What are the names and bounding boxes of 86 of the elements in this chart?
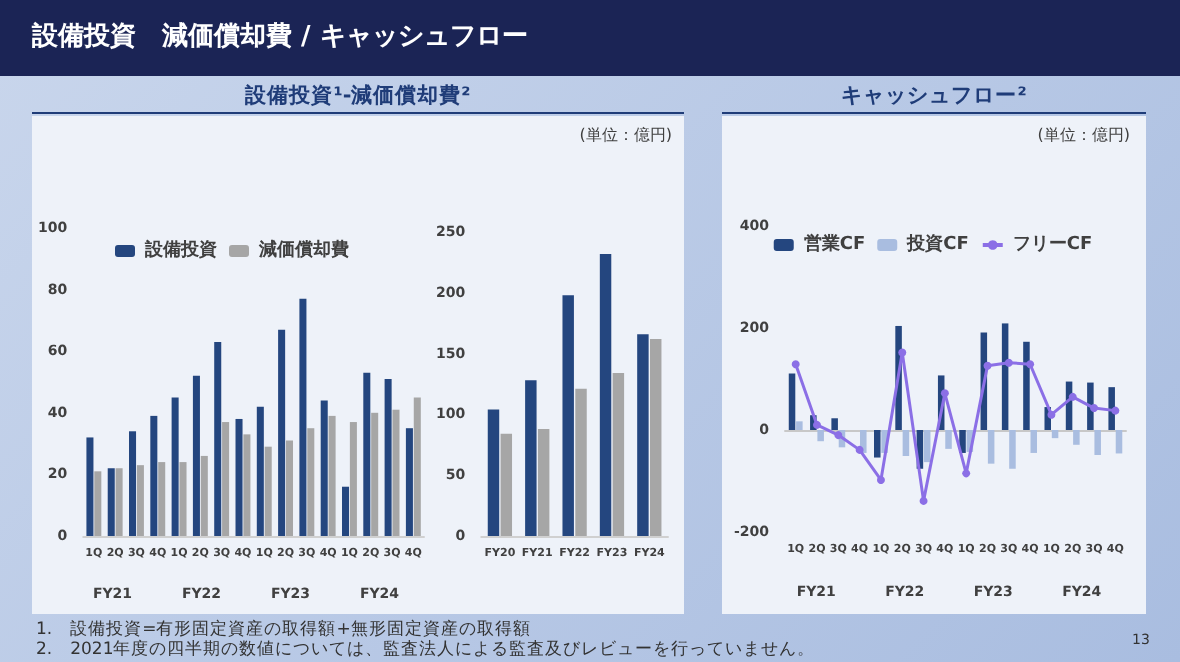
bar bbox=[831, 418, 838, 430]
point bbox=[855, 445, 864, 454]
bar bbox=[1051, 430, 1059, 439]
bar bbox=[192, 375, 200, 536]
bar bbox=[278, 329, 286, 536]
point bbox=[983, 361, 992, 370]
point bbox=[898, 348, 907, 357]
point bbox=[1068, 392, 1077, 401]
bar bbox=[1115, 430, 1123, 454]
bar bbox=[945, 430, 952, 449]
bar bbox=[874, 430, 881, 458]
point bbox=[813, 420, 821, 429]
bar bbox=[158, 462, 166, 536]
bar bbox=[171, 397, 179, 536]
point bbox=[791, 360, 800, 369]
bar bbox=[1030, 430, 1038, 453]
bar bbox=[562, 295, 574, 536]
text: (単位：億円) bbox=[1037, 124, 1130, 146]
text: 設備投資 減価償却費 / キャッシュフロー bbox=[32, 20, 528, 54]
point bbox=[834, 431, 843, 440]
bar bbox=[299, 298, 307, 536]
point bbox=[1090, 404, 1099, 413]
bar bbox=[342, 486, 350, 536]
bar bbox=[1023, 341, 1030, 430]
legend-label: フリーCF bbox=[1012, 235, 1093, 255]
bar bbox=[363, 372, 371, 536]
bar bbox=[487, 409, 500, 536]
point bbox=[1026, 360, 1035, 369]
bar bbox=[650, 339, 662, 536]
point bbox=[1047, 410, 1056, 419]
bar bbox=[575, 388, 587, 536]
chart-title: キャッシュフロー² bbox=[722, 82, 1146, 114]
text: (単位：億円) bbox=[579, 124, 672, 146]
bar bbox=[525, 380, 537, 536]
bar bbox=[136, 465, 144, 536]
bar bbox=[328, 415, 336, 536]
bar bbox=[115, 468, 123, 536]
bar bbox=[349, 422, 357, 536]
text: 2. 2021年度の四半期の数値については、監査法人による監査及びレビューを行っていません。 bbox=[36, 640, 816, 660]
bar bbox=[179, 462, 187, 536]
chart-title: 設備投資¹-減価償却費² bbox=[32, 82, 684, 114]
bar bbox=[264, 446, 272, 536]
bar bbox=[637, 334, 649, 536]
bar bbox=[107, 468, 115, 536]
bar bbox=[129, 431, 137, 536]
legend-label: 投資CF bbox=[905, 233, 969, 255]
point bbox=[940, 389, 949, 398]
bar bbox=[923, 430, 931, 463]
bar bbox=[200, 455, 208, 536]
bar bbox=[796, 421, 803, 430]
bar bbox=[599, 253, 612, 536]
bar bbox=[256, 406, 264, 536]
legend-label: 減価償却費 bbox=[257, 239, 349, 261]
legend-label: 設備投資 bbox=[143, 239, 217, 261]
bar bbox=[1073, 430, 1080, 445]
bar bbox=[94, 471, 102, 536]
bar bbox=[612, 373, 625, 536]
text: 1. 設備投資=有形固定資産の取得額+無形固定資産の取得額 bbox=[36, 620, 533, 640]
bar bbox=[1009, 430, 1016, 469]
bar bbox=[235, 418, 243, 536]
bar bbox=[405, 428, 413, 536]
point bbox=[876, 475, 885, 484]
bar bbox=[307, 428, 315, 536]
bar bbox=[86, 437, 94, 536]
bar bbox=[392, 409, 400, 536]
point bbox=[1111, 406, 1120, 415]
bar bbox=[788, 373, 796, 430]
bar bbox=[817, 430, 824, 442]
bar bbox=[987, 430, 995, 464]
bar bbox=[500, 433, 513, 536]
bar bbox=[320, 400, 328, 536]
bar bbox=[371, 412, 379, 536]
point bbox=[919, 496, 928, 505]
bar bbox=[537, 428, 550, 536]
point bbox=[962, 469, 971, 478]
bar bbox=[243, 434, 251, 536]
legend-label: 営業CF bbox=[803, 233, 866, 255]
point bbox=[1004, 358, 1013, 367]
bar bbox=[285, 440, 294, 536]
bar bbox=[222, 422, 230, 536]
bar bbox=[1094, 430, 1101, 455]
bar bbox=[413, 397, 421, 536]
bar bbox=[150, 415, 158, 536]
bar bbox=[902, 430, 910, 457]
bar bbox=[214, 341, 222, 536]
bar bbox=[384, 378, 392, 536]
